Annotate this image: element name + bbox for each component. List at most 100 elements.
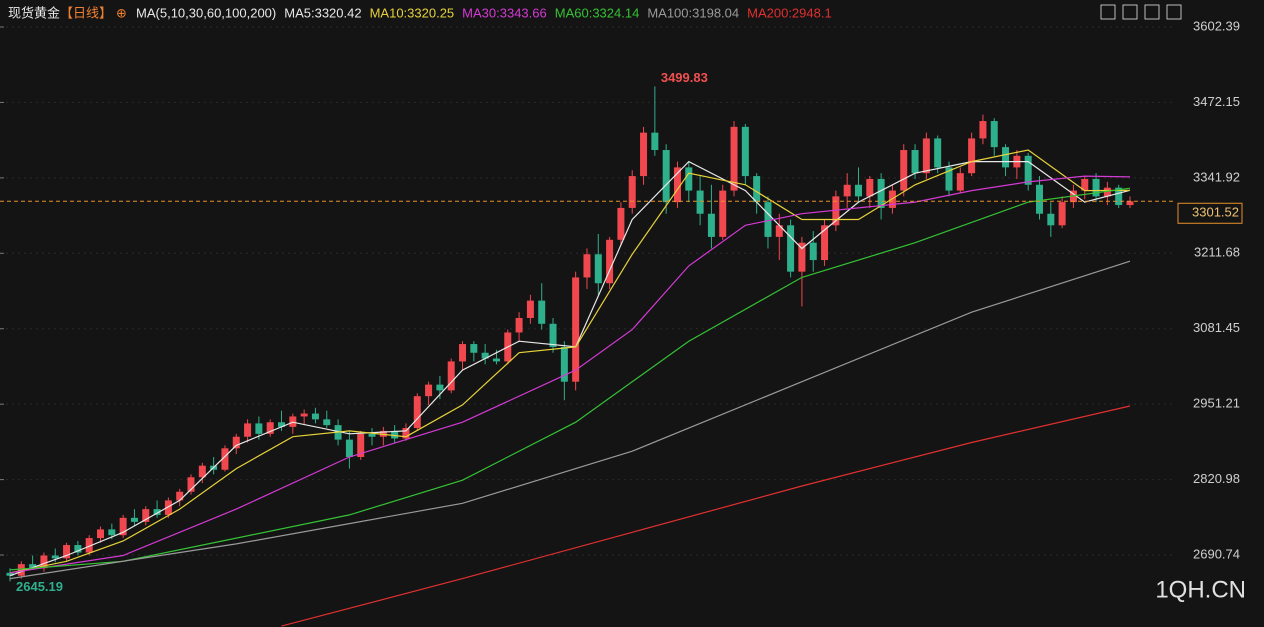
add-icon: ⊕	[116, 5, 127, 20]
ma-title: MA(5,10,30,60,100,200)	[136, 5, 276, 20]
candle-body	[1092, 178, 1100, 197]
candle-body	[1024, 155, 1032, 185]
candle-body	[764, 202, 772, 237]
candle-body	[719, 190, 727, 237]
candle-body	[492, 358, 500, 362]
candle-body	[402, 428, 410, 439]
candle-body	[651, 132, 659, 151]
candle-body	[673, 167, 681, 203]
candle-body	[628, 176, 636, 208]
candle-body	[685, 167, 693, 191]
ma-line	[9, 260, 1131, 580]
candle-body	[775, 225, 783, 237]
candle-body	[1115, 187, 1123, 206]
candle-body	[1002, 147, 1010, 168]
candle-body	[934, 138, 942, 168]
candle-body	[538, 300, 546, 324]
y-tick-label: 2820.98	[1193, 471, 1240, 486]
candle-body	[990, 121, 998, 148]
low-label: 2645.19	[16, 579, 63, 594]
candle-body	[153, 509, 161, 515]
high-label: 3499.83	[661, 70, 708, 85]
candle-body	[266, 422, 274, 434]
candle-body	[968, 138, 976, 174]
candle-body	[594, 254, 602, 284]
candle-body	[85, 538, 93, 553]
candle-body	[311, 413, 319, 420]
candle-body	[922, 138, 930, 174]
candle-body	[255, 423, 263, 434]
ma-line	[9, 187, 1131, 571]
candle-body	[323, 419, 331, 426]
candle-body	[640, 132, 648, 177]
candle-body	[1126, 201, 1134, 206]
candle-body	[1058, 202, 1066, 226]
candle-body	[1081, 178, 1089, 191]
candle-body	[357, 433, 365, 458]
ma-line	[281, 405, 1131, 627]
last-price-box	[1177, 202, 1243, 224]
candle-body	[130, 517, 138, 522]
candle-body	[877, 178, 885, 208]
candle-body	[843, 184, 851, 197]
candle-body	[560, 346, 568, 382]
candle-body	[515, 317, 523, 333]
toolbar[interactable]	[1100, 4, 1182, 20]
candle-body	[481, 352, 489, 359]
candle-body	[730, 126, 738, 191]
candle-body	[854, 184, 862, 197]
candle-body	[198, 465, 206, 478]
candle-body	[809, 242, 817, 261]
candle-body	[900, 150, 908, 191]
candle-body	[787, 225, 795, 272]
candle-body	[572, 277, 580, 382]
candle-body	[956, 173, 964, 191]
symbol: 现货黄金	[8, 5, 60, 20]
candle-body	[244, 423, 252, 437]
candle-body	[741, 126, 749, 177]
candle-body	[176, 491, 184, 501]
candle-body	[459, 344, 467, 362]
candle-body	[425, 384, 433, 397]
candle-body	[300, 413, 308, 417]
y-tick-label: 2690.74	[1193, 546, 1240, 561]
watermark: 1QH.CN	[1155, 576, 1246, 603]
candle-body	[979, 121, 987, 139]
candle-body	[413, 396, 421, 429]
y-tick-label: 3341.92	[1193, 169, 1240, 184]
candle-body	[436, 384, 444, 391]
candle-body	[368, 433, 376, 437]
candle-body	[1035, 184, 1043, 214]
y-tick-label: 3602.39	[1193, 18, 1240, 33]
candle-body	[97, 529, 105, 539]
legend-entry: MA60:3324.14	[555, 5, 640, 20]
candle-body	[526, 300, 534, 318]
candle-body	[696, 190, 704, 214]
candle-body	[911, 150, 919, 174]
legend-entry: MA5:3320.42	[284, 5, 361, 20]
candle-body	[1103, 187, 1111, 197]
y-tick-label: 3472.15	[1193, 94, 1240, 109]
y-tick-label: 3211.68	[1194, 245, 1240, 260]
candle-body	[108, 529, 116, 536]
candle-body	[345, 439, 353, 458]
legend-entry: MA30:3343.66	[462, 5, 547, 20]
period: 【日线】	[60, 5, 112, 20]
candle-body	[187, 477, 195, 492]
candle-body	[278, 422, 286, 427]
candle-body	[29, 564, 37, 569]
candle-body	[119, 517, 127, 536]
candle-body	[707, 213, 715, 237]
y-tick-label: 2951.21	[1193, 396, 1240, 411]
candle-body	[866, 178, 874, 197]
candle-body	[6, 572, 14, 576]
candle-body	[63, 545, 71, 559]
candle-body	[470, 344, 478, 353]
candle-body	[549, 323, 557, 347]
candle-body	[753, 176, 761, 203]
candle-body	[821, 225, 829, 261]
candle-body	[662, 150, 670, 203]
